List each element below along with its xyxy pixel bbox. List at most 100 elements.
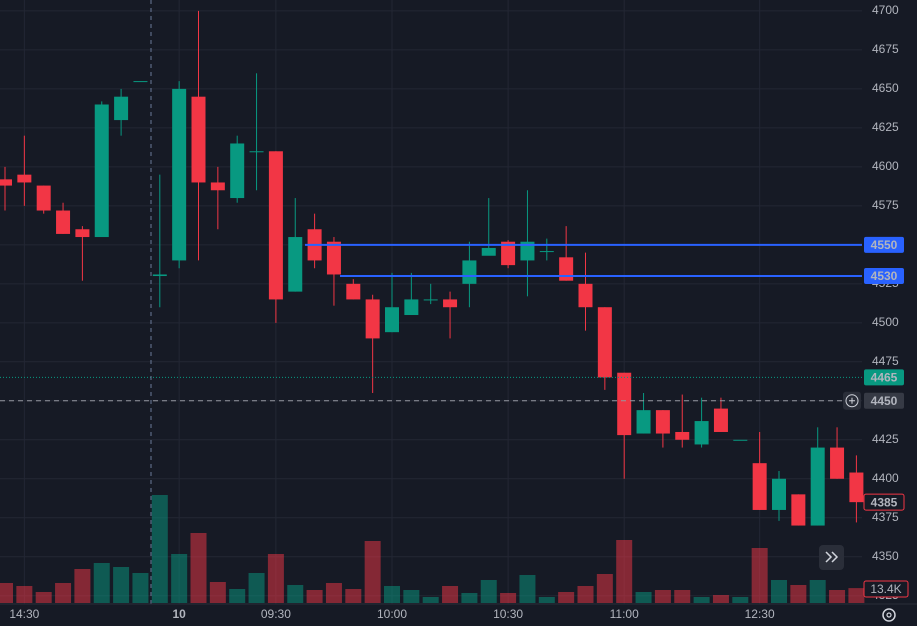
candle-body bbox=[152, 274, 167, 277]
volume-bar bbox=[190, 533, 207, 603]
volume-bar bbox=[616, 540, 633, 603]
candle-body bbox=[713, 408, 728, 432]
y-tick-label: 4400 bbox=[872, 471, 899, 485]
candle-body bbox=[172, 88, 187, 261]
candle-body bbox=[655, 410, 670, 434]
volume-bar bbox=[480, 580, 497, 603]
candle-body bbox=[481, 247, 496, 256]
crosshair-price-label-box bbox=[864, 392, 904, 409]
volume-bar bbox=[538, 597, 555, 603]
volume-bar bbox=[151, 495, 168, 603]
volume-bar bbox=[287, 585, 304, 603]
x-tick-label: 12:30 bbox=[745, 607, 775, 621]
volume-bar bbox=[693, 597, 710, 603]
y-tick-label: 4350 bbox=[872, 549, 899, 563]
volume-bar bbox=[229, 589, 246, 603]
volume-bar bbox=[674, 590, 691, 603]
candle-body bbox=[326, 241, 341, 275]
candle-body bbox=[578, 283, 593, 308]
volume-bar bbox=[848, 588, 865, 603]
volume-bar bbox=[267, 554, 284, 603]
overlay-layer: 4325435043754400442544504475450045254550… bbox=[0, 3, 909, 621]
candle-body bbox=[636, 410, 651, 434]
x-tick-label: 10:00 bbox=[377, 607, 407, 621]
settings-icon-center bbox=[886, 612, 892, 618]
candle-body bbox=[385, 307, 399, 333]
candle-body bbox=[752, 463, 767, 510]
y-tick-label: 4475 bbox=[872, 354, 899, 368]
settings-icon bbox=[882, 608, 896, 622]
volume-bar bbox=[712, 595, 729, 603]
candle-body bbox=[94, 104, 109, 238]
volume-bar bbox=[558, 592, 575, 603]
volume-bar bbox=[422, 597, 439, 603]
candle-body bbox=[849, 472, 864, 503]
current-price-label-box bbox=[864, 369, 904, 386]
x-tick-label: 10 bbox=[172, 607, 186, 621]
volume-layer bbox=[0, 495, 865, 603]
volume-bar bbox=[74, 569, 91, 603]
volume-label: 13.4K bbox=[870, 582, 901, 596]
candle-body bbox=[114, 96, 129, 121]
volume-bar bbox=[93, 563, 110, 603]
candle-body bbox=[733, 439, 748, 441]
volume-label-box bbox=[863, 580, 909, 598]
volume-bar bbox=[442, 586, 459, 603]
candle-body bbox=[230, 143, 245, 199]
scroll-icon bbox=[825, 551, 839, 563]
candle-body bbox=[520, 241, 535, 261]
volume-bar bbox=[16, 586, 33, 603]
candle-body bbox=[423, 299, 438, 301]
volume-bar bbox=[55, 583, 72, 603]
candle-body bbox=[268, 151, 283, 300]
crosshair-price-label: 4450 bbox=[871, 394, 898, 408]
candle-body bbox=[617, 372, 632, 436]
y-tick-label: 4425 bbox=[872, 432, 899, 446]
x-tick-label: 10:30 bbox=[493, 607, 523, 621]
candle-body bbox=[597, 307, 612, 378]
y-tick-label: 4500 bbox=[872, 315, 899, 329]
volume-bar bbox=[113, 567, 130, 603]
candle-body bbox=[288, 237, 303, 292]
volume-bar bbox=[325, 583, 342, 603]
volume-bar bbox=[809, 580, 826, 603]
scroll-button[interactable] bbox=[819, 545, 844, 570]
volume-bar bbox=[635, 592, 652, 603]
candle-body bbox=[830, 447, 845, 479]
candle-body bbox=[56, 210, 71, 234]
candle-body bbox=[559, 257, 574, 281]
y-tick-label: 4650 bbox=[872, 81, 899, 95]
candle-body bbox=[539, 251, 554, 253]
volume-bar bbox=[500, 593, 517, 603]
candle-body bbox=[404, 299, 419, 316]
candle-body bbox=[17, 174, 32, 183]
settings-button[interactable] bbox=[882, 608, 896, 622]
candle-body bbox=[443, 299, 458, 308]
last-price-label-box bbox=[863, 493, 905, 511]
volume-bar bbox=[577, 586, 594, 603]
volume-bar bbox=[732, 597, 749, 603]
volume-bar bbox=[364, 541, 381, 603]
candle-body bbox=[191, 96, 206, 183]
y-tick-label: 4700 bbox=[872, 3, 899, 17]
level-label: 4530 bbox=[871, 269, 898, 283]
volume-bar bbox=[132, 573, 149, 603]
candle-body bbox=[501, 241, 516, 266]
last-price-label: 4385 bbox=[871, 495, 898, 509]
candle-body bbox=[36, 185, 51, 211]
y-tick-label: 4600 bbox=[872, 159, 899, 173]
candle-layer bbox=[0, 10, 864, 526]
volume-bar bbox=[461, 593, 478, 603]
candle-body bbox=[133, 81, 148, 83]
y-tick-label: 4675 bbox=[872, 42, 899, 56]
candle-body bbox=[791, 494, 806, 526]
candle-body bbox=[675, 431, 690, 440]
level-label-box bbox=[864, 268, 904, 285]
candle-body bbox=[810, 447, 825, 526]
candle-body bbox=[462, 260, 477, 284]
candle-body bbox=[0, 179, 12, 186]
y-tick-label: 4625 bbox=[872, 120, 899, 134]
